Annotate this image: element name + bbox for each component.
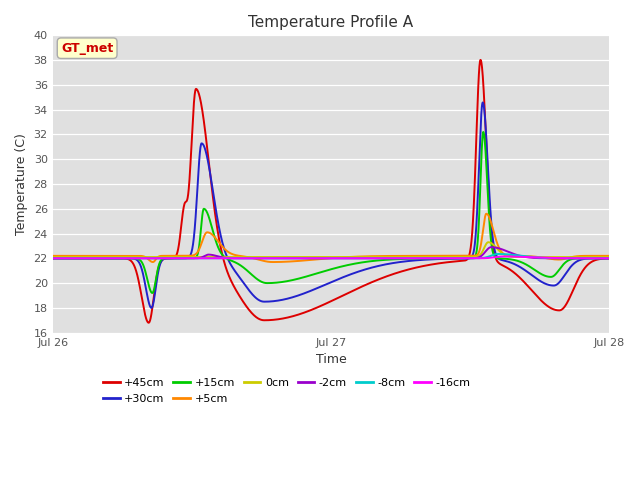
+45cm bbox=[287, 314, 294, 320]
Line: +5cm: +5cm bbox=[52, 214, 609, 262]
0cm bbox=[595, 254, 602, 260]
Legend: +45cm, +30cm, +15cm, +5cm, 0cm, -2cm, -8cm, -16cm: +45cm, +30cm, +15cm, +5cm, 0cm, -2cm, -8… bbox=[99, 374, 474, 408]
-16cm bbox=[605, 255, 613, 261]
+15cm bbox=[605, 255, 613, 261]
0cm bbox=[262, 254, 270, 260]
-8cm bbox=[494, 251, 502, 257]
-16cm bbox=[535, 254, 543, 260]
+30cm bbox=[287, 295, 294, 301]
-8cm bbox=[287, 255, 294, 261]
+45cm bbox=[605, 255, 613, 261]
+45cm bbox=[145, 320, 152, 325]
+15cm bbox=[287, 277, 294, 283]
-2cm bbox=[49, 255, 56, 261]
+15cm bbox=[535, 270, 543, 276]
Line: +30cm: +30cm bbox=[52, 103, 609, 308]
-8cm bbox=[262, 255, 270, 261]
+5cm bbox=[535, 254, 543, 260]
+15cm bbox=[145, 284, 153, 290]
+30cm bbox=[595, 255, 603, 261]
Line: 0cm: 0cm bbox=[52, 242, 609, 257]
+5cm bbox=[262, 259, 270, 264]
Text: GT_met: GT_met bbox=[61, 42, 113, 55]
+5cm bbox=[483, 211, 490, 216]
+30cm bbox=[605, 255, 613, 261]
+5cm bbox=[605, 253, 613, 259]
0cm bbox=[535, 254, 543, 260]
+45cm bbox=[535, 295, 543, 301]
-2cm bbox=[145, 255, 153, 261]
0cm bbox=[484, 240, 492, 245]
Y-axis label: Temperature (C): Temperature (C) bbox=[15, 133, 28, 235]
+5cm bbox=[287, 259, 294, 264]
-8cm bbox=[535, 254, 543, 260]
0cm bbox=[49, 254, 56, 260]
+15cm bbox=[595, 255, 603, 261]
-2cm bbox=[595, 255, 602, 261]
-16cm bbox=[500, 253, 508, 259]
+15cm bbox=[112, 255, 120, 261]
-8cm bbox=[605, 255, 613, 261]
+45cm bbox=[595, 256, 603, 262]
-2cm bbox=[605, 255, 613, 261]
X-axis label: Time: Time bbox=[316, 353, 346, 366]
-8cm bbox=[145, 255, 153, 261]
+30cm bbox=[535, 277, 543, 283]
+15cm bbox=[262, 280, 270, 286]
-16cm bbox=[595, 255, 602, 261]
Line: -2cm: -2cm bbox=[52, 247, 609, 258]
+30cm bbox=[49, 255, 56, 261]
-16cm bbox=[262, 255, 270, 261]
+45cm bbox=[145, 319, 153, 325]
-8cm bbox=[595, 255, 602, 261]
+30cm bbox=[479, 100, 486, 106]
+15cm bbox=[479, 129, 487, 135]
+30cm bbox=[112, 255, 120, 261]
+45cm bbox=[49, 255, 56, 261]
-2cm bbox=[535, 255, 543, 261]
0cm bbox=[112, 254, 120, 260]
+30cm bbox=[262, 299, 270, 304]
+5cm bbox=[595, 253, 603, 259]
-16cm bbox=[145, 255, 153, 261]
-2cm bbox=[112, 255, 120, 261]
0cm bbox=[145, 254, 153, 260]
+30cm bbox=[148, 305, 156, 311]
+45cm bbox=[112, 255, 120, 261]
+45cm bbox=[262, 317, 270, 323]
+15cm bbox=[148, 290, 156, 296]
Line: +45cm: +45cm bbox=[52, 60, 609, 323]
-8cm bbox=[49, 255, 56, 261]
+15cm bbox=[49, 255, 56, 261]
Line: -8cm: -8cm bbox=[52, 254, 609, 258]
-16cm bbox=[49, 255, 56, 261]
-2cm bbox=[287, 255, 294, 261]
+5cm bbox=[112, 253, 120, 259]
-16cm bbox=[112, 255, 120, 261]
-2cm bbox=[487, 244, 495, 250]
0cm bbox=[287, 254, 294, 260]
+30cm bbox=[145, 301, 153, 307]
Line: +15cm: +15cm bbox=[52, 132, 609, 293]
-8cm bbox=[112, 255, 120, 261]
+45cm bbox=[477, 57, 484, 63]
+5cm bbox=[269, 259, 276, 265]
-2cm bbox=[262, 255, 270, 261]
0cm bbox=[605, 254, 613, 260]
Title: Temperature Profile A: Temperature Profile A bbox=[248, 15, 413, 30]
+5cm bbox=[145, 257, 153, 263]
+5cm bbox=[49, 253, 56, 259]
-16cm bbox=[287, 255, 294, 261]
Line: -16cm: -16cm bbox=[52, 256, 609, 258]
